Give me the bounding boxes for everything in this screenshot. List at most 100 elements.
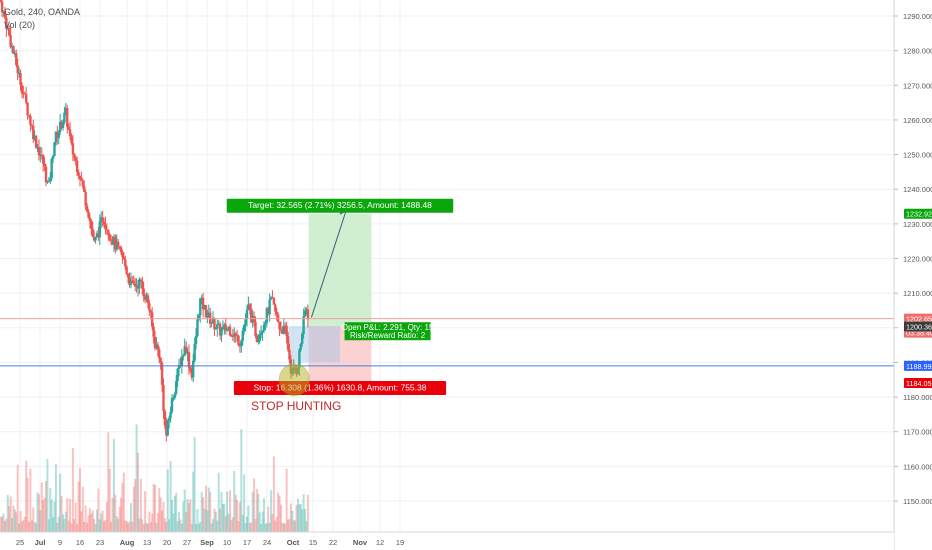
candle-body: [26, 102, 29, 116]
volume-bar: [178, 511, 181, 532]
candle-body: [197, 315, 201, 320]
candle-body: [242, 324, 246, 331]
candle-body: [22, 93, 25, 95]
volume-bar: [61, 514, 64, 532]
volume-bar: [221, 503, 224, 532]
volume-bar: [282, 522, 285, 532]
candle-body: [122, 256, 126, 260]
volume-bar: [227, 513, 230, 532]
candle-body: [162, 384, 165, 412]
symbol-label[interactable]: Gold, 240, OANDA: [4, 7, 81, 17]
volume-bar: [251, 491, 254, 532]
volume-bar: [271, 514, 274, 532]
candle-body: [83, 186, 86, 192]
candle-body: [278, 321, 281, 330]
volume-bar: [200, 491, 203, 532]
volume-bar: [80, 511, 83, 532]
candle-body: [183, 346, 186, 356]
candle-body: [182, 355, 185, 357]
volume-bar: [275, 517, 278, 532]
price-tick-label: 1250.000: [903, 151, 932, 160]
candle-body: [88, 217, 92, 222]
candle-body: [63, 112, 66, 123]
candle-body: [230, 335, 233, 337]
candle-body: [301, 334, 304, 344]
candle-body: [73, 154, 76, 158]
volume-bar: [294, 520, 297, 532]
volume-bar: [197, 523, 200, 532]
volume-bar: [261, 511, 264, 532]
candle-body: [150, 312, 154, 327]
volume-bar: [74, 502, 77, 532]
volume-bar: [163, 518, 166, 532]
candle-body: [29, 116, 32, 125]
volume-bar: [16, 464, 19, 532]
volume-bar: [272, 456, 275, 532]
volume-bar: [291, 510, 294, 532]
volume-bar: [12, 505, 15, 532]
candle-body: [167, 418, 171, 421]
candle-body: [109, 239, 113, 241]
volume-bar: [254, 518, 257, 532]
candle-body: [56, 131, 59, 138]
volume-bar: [83, 522, 86, 532]
candle-body: [111, 240, 114, 245]
candle-body: [24, 93, 28, 103]
volume-bar: [183, 489, 186, 532]
time-tick-label: Oct: [287, 538, 300, 547]
volume-bar: [182, 501, 185, 532]
volume-bar: [155, 522, 158, 532]
candle-body: [107, 229, 110, 235]
volume-bar: [77, 481, 80, 532]
volume-bar: [233, 471, 236, 532]
candle-body: [159, 358, 162, 363]
price-axis[interactable]: 1150.0001160.0001170.0001180.0001190.000…: [893, 0, 932, 550]
volume-bar: [59, 473, 62, 532]
candle-body: [173, 393, 177, 398]
volume-bar: [304, 508, 307, 532]
candle-body: [261, 330, 264, 333]
svg-text:Open P&L: 2.291, Qty: 15: Open P&L: 2.291, Qty: 15: [342, 323, 434, 332]
volume-bar: [0, 516, 2, 532]
volume-bar: [15, 512, 18, 532]
candle-body: [250, 308, 253, 323]
volume-indicator-label[interactable]: Vol (20): [4, 20, 36, 30]
volume-bar: [13, 509, 16, 532]
candle-body: [20, 85, 24, 94]
candle-body: [264, 322, 267, 325]
volume-bar: [94, 523, 97, 532]
chart-overlays: Target: 32.565 (2.71%) 3256.5, Amount: 1…: [0, 198, 894, 413]
volume-bar: [185, 512, 188, 532]
time-tick-label: Sep: [200, 538, 214, 547]
volume-bar: [151, 513, 154, 532]
candle-body: [71, 143, 75, 155]
candle-body: [90, 221, 93, 229]
volume-bar: [236, 500, 239, 532]
volume-bar: [91, 510, 94, 532]
volume-bar: [6, 495, 9, 532]
candle-body: [128, 277, 131, 285]
candle-body: [305, 309, 308, 311]
time-axis[interactable]: 25 Jul 9 16 23 Aug 13 20 27 Sep 10 17 24 Oct 15 22 Nov 12…: [0, 531, 894, 550]
volume-bar: [255, 488, 258, 532]
volume-bar: [144, 491, 147, 532]
volume-bar: [98, 519, 101, 532]
candle-body: [91, 228, 94, 237]
volume-bar: [3, 520, 6, 532]
candle-body: [146, 295, 150, 304]
svg-text:Target: 32.565 (2.71%) 3256.5,: Target: 32.565 (2.71%) 3256.5, Amount: 1…: [248, 200, 432, 210]
price-candles: [0, 0, 310, 442]
candle-body: [231, 336, 235, 338]
candle-body: [265, 308, 269, 323]
target-label: Target: 32.565 (2.71%) 3256.5, Amount: 1…: [226, 198, 454, 213]
volume-bar: [100, 513, 103, 532]
volume-bar: [114, 494, 117, 532]
candle-body: [0, 0, 2, 2]
candle-body: [15, 53, 18, 66]
volume-bar: [104, 520, 107, 532]
candle-body: [3, 11, 7, 18]
volume-bar: [219, 508, 222, 532]
price-tick-label: 1220.000: [903, 255, 932, 264]
